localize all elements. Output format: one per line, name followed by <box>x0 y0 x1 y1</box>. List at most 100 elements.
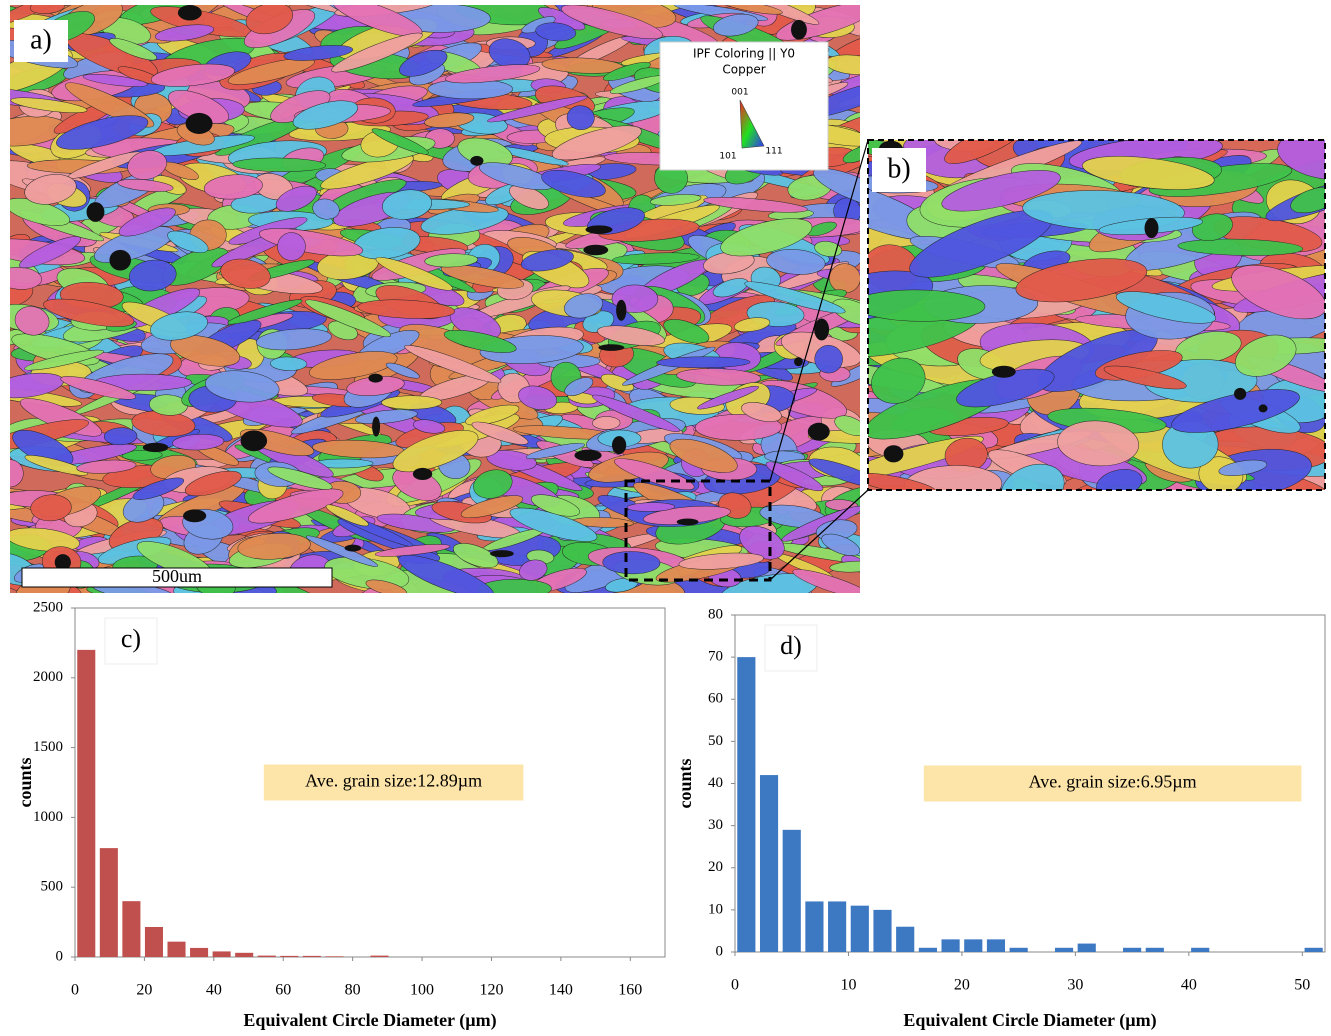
x-tick-label: 50 <box>1294 977 1310 994</box>
y-tick-label: 1500 <box>33 739 63 755</box>
y-tick-label: 30 <box>708 817 723 833</box>
x-tick-label: 30 <box>1067 977 1083 994</box>
pore <box>574 450 601 461</box>
x-axis-label: Equivalent Circle Diameter (µm) <box>903 1010 1156 1031</box>
bar <box>919 948 937 952</box>
figure: a)b)500umIPF Coloring || Y0Copper0011011… <box>0 0 1331 1036</box>
pore <box>586 225 613 234</box>
bar <box>873 910 891 952</box>
bar <box>1305 948 1323 952</box>
bar <box>280 956 298 957</box>
bar <box>987 939 1005 952</box>
y-tick-label: 60 <box>708 691 723 707</box>
x-axis-label: Equivalent Circle Diameter (µm) <box>243 1010 496 1031</box>
y-tick-label: 80 <box>708 606 723 622</box>
panel-label: a) <box>30 24 52 55</box>
x-tick-label: 40 <box>206 982 222 999</box>
pore <box>791 20 807 40</box>
y-tick-label: 2500 <box>33 599 63 615</box>
y-tick-label: 70 <box>708 649 723 665</box>
y-tick-label: 500 <box>41 879 64 895</box>
bar <box>896 927 914 952</box>
x-tick-label: 100 <box>410 982 434 999</box>
pore <box>794 357 803 366</box>
panel-label: b) <box>887 153 910 184</box>
bar <box>964 939 982 952</box>
bar <box>1146 948 1164 952</box>
pore <box>368 374 382 383</box>
y-tick-label: 50 <box>708 733 723 749</box>
x-tick-label: 0 <box>731 977 739 994</box>
y-axis-label: counts <box>675 758 695 808</box>
x-tick-label: 140 <box>549 982 573 999</box>
pore <box>470 156 483 166</box>
grain <box>382 396 442 410</box>
pore <box>87 202 105 222</box>
annotation: Ave. grain size:12.89µm <box>305 771 482 791</box>
pore <box>413 468 432 480</box>
pore <box>814 319 829 341</box>
bar <box>325 956 343 957</box>
y-tick-label: 10 <box>708 901 723 917</box>
bar <box>1055 948 1073 952</box>
pore <box>598 344 624 351</box>
bar <box>737 657 755 952</box>
pore <box>808 423 830 441</box>
legend-title: IPF Coloring || Y0 <box>693 47 795 61</box>
annotation: Ave. grain size:6.95µm <box>1029 772 1197 792</box>
y-tick-label: 40 <box>708 775 723 791</box>
pore <box>884 445 904 462</box>
bar <box>371 956 389 957</box>
pore <box>612 436 626 454</box>
bar <box>235 953 253 957</box>
x-tick-label: 0 <box>71 982 79 999</box>
bar <box>258 956 276 957</box>
legend-corner: 001 <box>731 88 748 98</box>
bar <box>190 948 208 957</box>
y-tick-label: 2000 <box>33 669 63 685</box>
page: {"maps": {"a": {"label": "a)", "scale_ba… <box>0 0 1331 1036</box>
bar <box>167 942 185 957</box>
bar <box>942 939 960 952</box>
ipf-legend <box>660 42 828 170</box>
pore <box>186 113 213 134</box>
legend-material: Copper <box>722 63 765 77</box>
pore <box>372 417 380 437</box>
grain <box>592 416 620 429</box>
x-tick-label: 60 <box>275 982 291 999</box>
pore <box>1234 388 1246 400</box>
x-tick-label: 80 <box>345 982 361 999</box>
pore <box>109 250 131 271</box>
pore <box>992 366 1016 378</box>
panel-label: d) <box>780 631 802 660</box>
x-tick-label: 120 <box>479 982 503 999</box>
y-tick-label: 20 <box>708 859 723 875</box>
y-tick-label: 0 <box>56 948 64 964</box>
pore <box>1259 404 1268 412</box>
x-tick-label: 20 <box>136 982 152 999</box>
y-axis-label: counts <box>15 757 35 807</box>
pore <box>183 509 206 522</box>
bar <box>1191 948 1209 952</box>
pore <box>241 430 268 451</box>
pore <box>143 443 168 452</box>
bar <box>1123 948 1141 952</box>
pore <box>490 550 514 557</box>
pore <box>178 5 202 20</box>
bar <box>145 927 163 957</box>
bar <box>828 901 846 952</box>
x-tick-label: 40 <box>1181 977 1197 994</box>
bar <box>783 830 801 952</box>
bar <box>77 650 95 957</box>
bar <box>213 951 231 957</box>
bar <box>760 775 778 952</box>
pore <box>583 245 608 256</box>
bar <box>805 901 823 952</box>
panel-label: c) <box>121 624 141 653</box>
bar <box>100 848 118 957</box>
y-tick-label: 0 <box>716 943 724 959</box>
bar <box>303 956 321 957</box>
legend-corner: 111 <box>765 147 782 157</box>
x-tick-label: 20 <box>954 977 970 994</box>
pore <box>677 519 699 526</box>
